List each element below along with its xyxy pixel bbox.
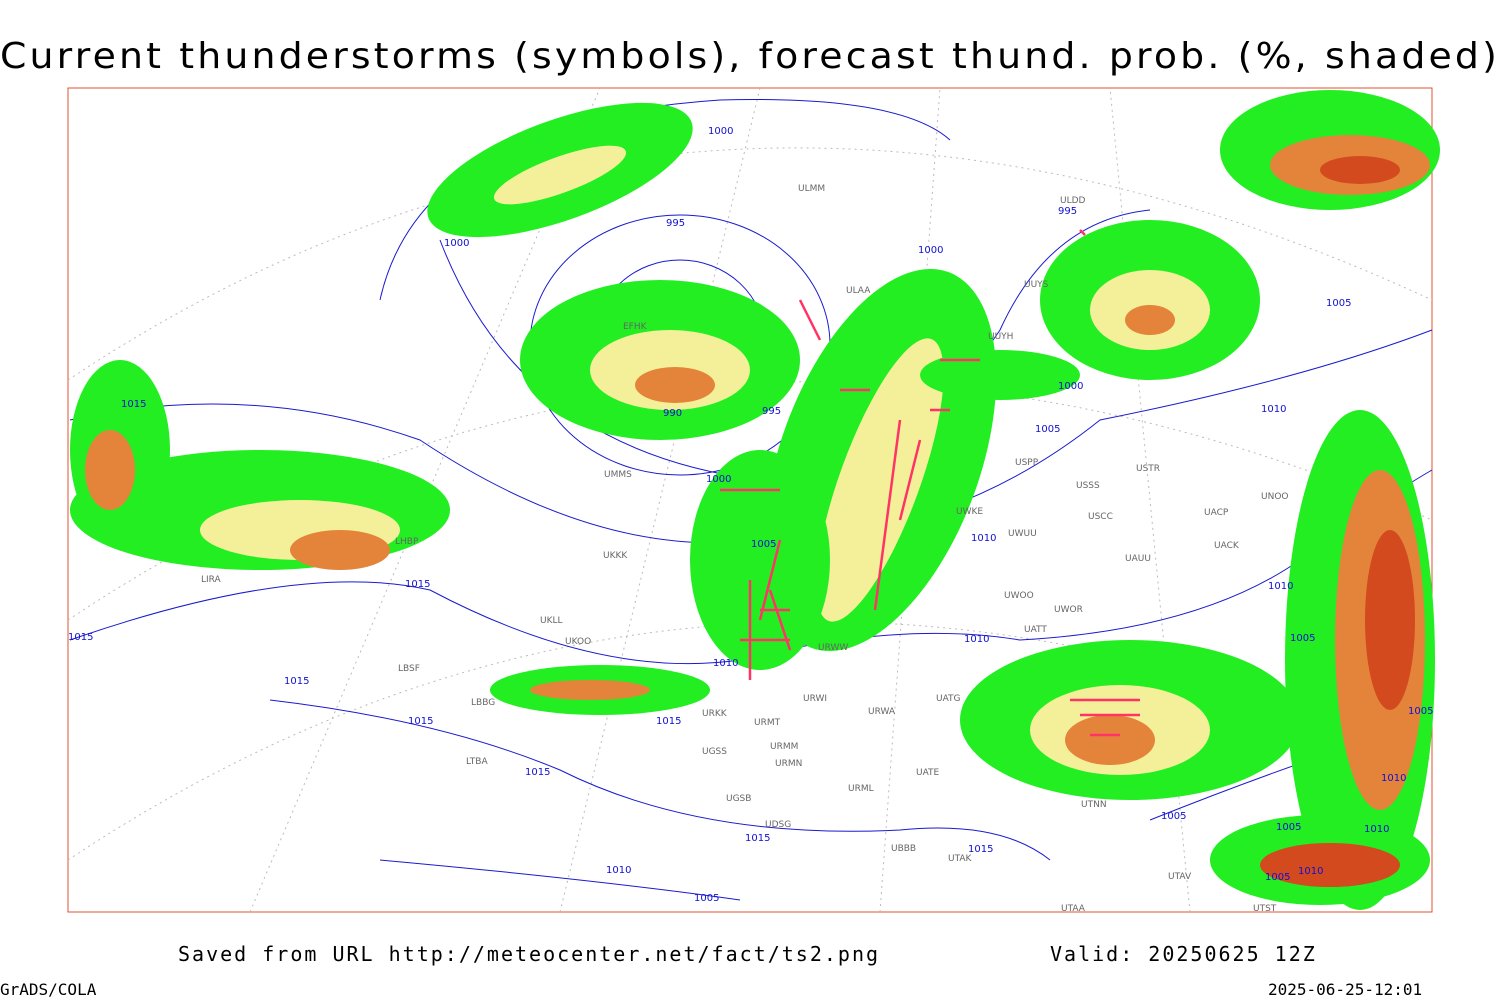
station-code: UWOO xyxy=(1004,591,1034,601)
station-code: UBBB xyxy=(891,844,916,854)
isobar-label: 1005 xyxy=(1326,298,1351,309)
station-code: URML xyxy=(848,784,874,794)
station-code: ULAA xyxy=(846,286,871,296)
station-code: UWKE xyxy=(956,507,983,517)
source-url: Saved from URL http://meteocenter.net/fa… xyxy=(178,942,880,966)
isobar-label: 1000 xyxy=(706,474,731,485)
station-code: UTAK xyxy=(948,854,973,864)
isobar-label: 1010 xyxy=(713,658,738,669)
isobar-label: 1010 xyxy=(606,865,631,876)
isobar-label: 1005 xyxy=(1290,633,1315,644)
station-code: UKKK xyxy=(603,551,628,561)
station-code: UNOO xyxy=(1261,492,1289,502)
station-code: UGSB xyxy=(726,794,751,804)
isobar-label: 1010 xyxy=(1268,581,1293,592)
station-code: UMMS xyxy=(604,470,632,480)
station-code: UACP xyxy=(1204,508,1229,518)
isobar-label: 1015 xyxy=(405,579,430,590)
station-code: UWUU xyxy=(1008,529,1037,539)
station-code: USSS xyxy=(1076,481,1100,491)
isobar-label: 1000 xyxy=(918,245,943,256)
isobar-label: 1015 xyxy=(408,716,433,727)
isobar-label: 1010 xyxy=(971,533,996,544)
isobar-label: 1015 xyxy=(525,767,550,778)
station-code: UTAV xyxy=(1168,872,1192,882)
isobar-label: 1010 xyxy=(1298,866,1323,877)
isobar-label: 995 xyxy=(762,406,781,417)
station-code: UATE xyxy=(916,768,940,778)
isobar-label: 1005 xyxy=(1276,822,1301,833)
station-code: LTBA xyxy=(466,757,488,767)
station-code: URWI xyxy=(803,694,827,704)
valid-time: Valid: 20250625 12Z xyxy=(1050,942,1317,966)
station-code: USCC xyxy=(1088,512,1113,522)
isobar-label: 1000 xyxy=(444,238,469,249)
isobar-label: 995 xyxy=(666,218,685,229)
station-code: LHBP xyxy=(395,537,419,547)
station-code: UACK xyxy=(1214,541,1240,551)
map-labels: 1000 995 1000 1000 995 1005 990 995 1000 1010 1005… xyxy=(68,126,1433,914)
station-code: UAUU xyxy=(1125,554,1151,564)
station-code: USPP xyxy=(1015,458,1039,468)
station-code: ULDD xyxy=(1060,196,1086,206)
station-code: USTR xyxy=(1136,464,1160,474)
station-code: LBSF xyxy=(398,664,420,674)
isobar-label: 1015 xyxy=(284,676,309,687)
isobar-label: 990 xyxy=(663,408,682,419)
isobar-label: 1000 xyxy=(708,126,733,137)
isobar-label: 995 xyxy=(1058,206,1077,217)
station-code: UTNN xyxy=(1081,800,1107,810)
isobar-label: 1010 xyxy=(1381,773,1406,784)
station-code: URWA xyxy=(868,707,896,717)
station-code: URWW xyxy=(818,643,848,653)
isobar-label: 1015 xyxy=(656,716,681,727)
station-code: UATT xyxy=(1024,625,1047,635)
station-code: URMN xyxy=(775,759,802,769)
isobar-label: 1015 xyxy=(745,833,770,844)
station-code: UUYH xyxy=(988,332,1013,342)
isobar-label: 1015 xyxy=(968,844,993,855)
station-code: UTST xyxy=(1253,904,1277,914)
software: GrADS/COLA xyxy=(0,980,97,999)
station-code: UWOR xyxy=(1054,605,1083,615)
isobar-label: 1010 xyxy=(1364,824,1389,835)
isobar-label: 1015 xyxy=(121,399,146,410)
station-code: UTAA xyxy=(1061,904,1086,914)
station-code: UDSG xyxy=(765,820,791,830)
isobar-label: 1000 xyxy=(1058,381,1083,392)
title: Current thunderstorms (symbols), forecas… xyxy=(0,36,1500,77)
isobar-label: 1010 xyxy=(1261,404,1286,415)
isobar-label: 1005 xyxy=(751,539,776,550)
station-code: UATG xyxy=(936,694,961,704)
isobar-label: 1015 xyxy=(68,632,93,643)
station-code: LBBG xyxy=(471,698,495,708)
station-code: UKOO xyxy=(565,637,591,647)
station-code: URMT xyxy=(754,718,781,728)
isobar-label: 1005 xyxy=(1265,872,1290,883)
station-code: URKK xyxy=(702,709,728,719)
probability-shading xyxy=(70,90,1440,910)
timestamp: 2025-06-25-12:01 xyxy=(1268,980,1422,999)
map xyxy=(67,87,1440,913)
station-code: LIRA xyxy=(201,575,222,585)
station-code: UUYS xyxy=(1024,280,1049,290)
station-code: UKLL xyxy=(540,616,563,626)
station-code: EFHK xyxy=(623,322,648,332)
isobar-label: 1005 xyxy=(1161,811,1186,822)
station-code: URMM xyxy=(770,742,798,752)
isobar-label: 1005 xyxy=(1408,706,1433,717)
station-code: ULMM xyxy=(798,184,825,194)
isobar-label: 1005 xyxy=(694,893,719,904)
thunderstorm-symbols xyxy=(720,229,1140,737)
isobar-label: 1005 xyxy=(1035,424,1060,435)
station-code: UGSS xyxy=(702,747,727,757)
isobar-label: 1010 xyxy=(964,634,989,645)
